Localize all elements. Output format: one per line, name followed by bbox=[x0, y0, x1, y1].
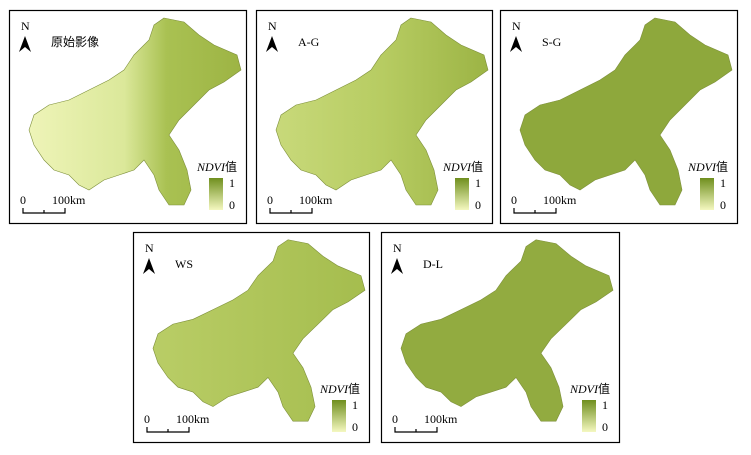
legend-title-suffix: 值 bbox=[471, 159, 483, 174]
scale-start: 0 bbox=[20, 193, 26, 207]
legend-max: 1 bbox=[602, 398, 608, 412]
map-panel: N 原始影像 NDVI值 1 0 0 100km bbox=[8, 9, 248, 225]
scale-end: 100km bbox=[176, 412, 210, 426]
legend-title-suffix: 值 bbox=[716, 159, 728, 174]
scale-start: 0 bbox=[392, 412, 398, 426]
legend-title-suffix: 值 bbox=[598, 381, 610, 396]
north-label: N bbox=[512, 19, 521, 33]
north-label: N bbox=[393, 241, 402, 255]
map-panel: N D-L NDVI值 1 0 0 100km bbox=[380, 231, 621, 444]
legend-title: NDVI值 bbox=[196, 159, 237, 174]
scale-end: 100km bbox=[299, 193, 333, 207]
legend-min: 0 bbox=[720, 198, 726, 212]
scale-start: 0 bbox=[267, 193, 273, 207]
legend-min: 0 bbox=[475, 198, 481, 212]
legend-title: NDVI值 bbox=[569, 381, 610, 396]
legend-title: NDVI值 bbox=[687, 159, 728, 174]
legend-gradient bbox=[700, 178, 714, 210]
panel-label: A-G bbox=[298, 35, 320, 49]
legend-gradient bbox=[332, 400, 346, 432]
scale-bar bbox=[22, 208, 66, 214]
legend-min: 0 bbox=[602, 420, 608, 434]
legend-max: 1 bbox=[229, 176, 235, 190]
scale-start: 0 bbox=[144, 412, 150, 426]
legend-title-suffix: 值 bbox=[225, 159, 237, 174]
legend-gradient bbox=[455, 178, 469, 210]
map-panel: N A-G NDVI值 1 0 0 100km bbox=[255, 9, 494, 225]
north-arrow bbox=[391, 258, 403, 274]
north-label: N bbox=[145, 241, 154, 255]
panel-label: WS bbox=[175, 257, 193, 271]
map-panel: N S-G NDVI值 1 0 0 100km bbox=[499, 9, 739, 225]
north-label: N bbox=[21, 19, 30, 33]
panel-label: S-G bbox=[542, 35, 562, 49]
legend-title-suffix: 值 bbox=[348, 381, 360, 396]
legend-title-italic: NDVI bbox=[196, 160, 226, 174]
legend-title-italic: NDVI bbox=[569, 382, 599, 396]
legend-min: 0 bbox=[352, 420, 358, 434]
legend-title: NDVI值 bbox=[319, 381, 360, 396]
legend-gradient bbox=[582, 400, 596, 432]
scale-bar bbox=[269, 208, 313, 214]
legend-title-italic: NDVI bbox=[442, 160, 472, 174]
panel-label: 原始影像 bbox=[51, 35, 99, 49]
legend-max: 1 bbox=[720, 176, 726, 190]
north-label: N bbox=[268, 19, 277, 33]
scale-bar bbox=[146, 427, 190, 433]
scale-bar bbox=[394, 427, 438, 433]
legend-title-italic: NDVI bbox=[687, 160, 717, 174]
legend-min: 0 bbox=[229, 198, 235, 212]
scale-end: 100km bbox=[52, 193, 86, 207]
panel-label: D-L bbox=[423, 257, 443, 271]
north-arrow bbox=[266, 36, 278, 52]
legend-max: 1 bbox=[352, 398, 358, 412]
legend-gradient bbox=[209, 178, 223, 210]
scale-start: 0 bbox=[511, 193, 517, 207]
map-panel: N WS NDVI值 1 0 0 100km bbox=[132, 231, 371, 444]
scale-end: 100km bbox=[543, 193, 577, 207]
scale-end: 100km bbox=[424, 412, 458, 426]
north-arrow bbox=[143, 258, 155, 274]
legend-max: 1 bbox=[475, 176, 481, 190]
north-arrow bbox=[510, 36, 522, 52]
legend-title: NDVI值 bbox=[442, 159, 483, 174]
north-arrow bbox=[19, 36, 31, 52]
legend-title-italic: NDVI bbox=[319, 382, 349, 396]
scale-bar bbox=[513, 208, 557, 214]
